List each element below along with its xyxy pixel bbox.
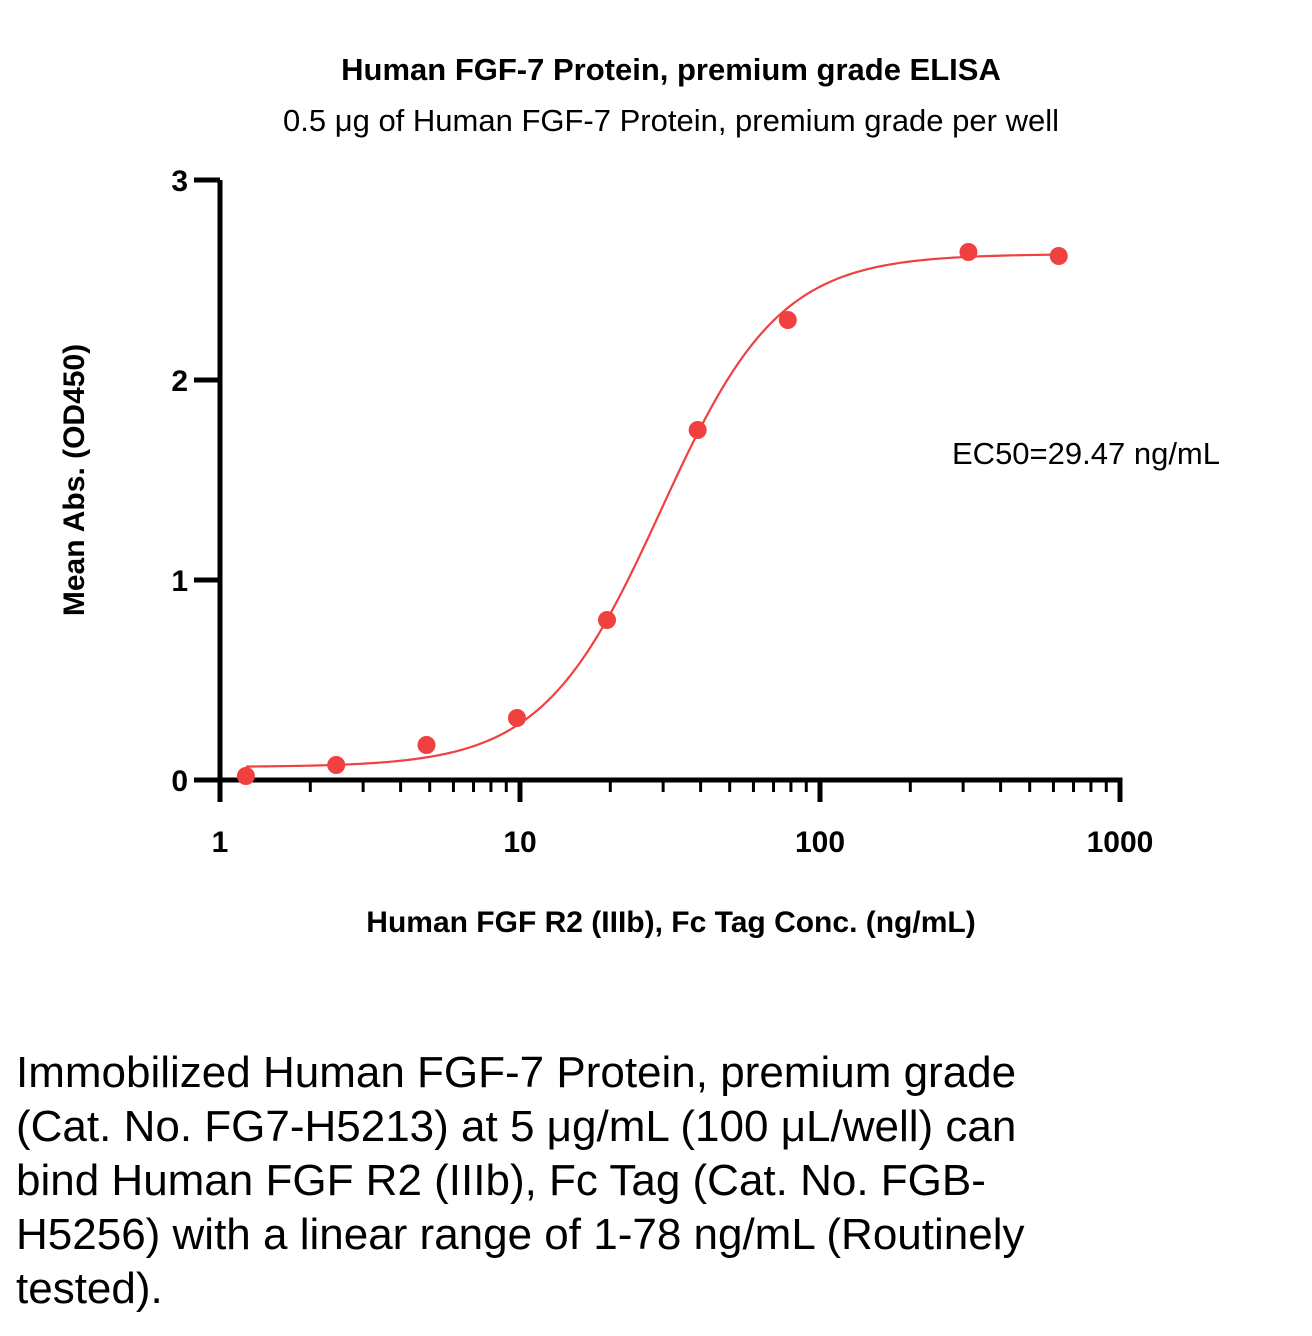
x-axis-label: Human FGF R2 (IIIb), Fc Tag Conc. (ng/mL… (366, 906, 975, 939)
data-point (598, 611, 617, 629)
figure-caption: Immobilized Human FGF-7 Protein, premium… (16, 1048, 1025, 1313)
y-tick-label: 3 (171, 165, 188, 198)
data-point (236, 767, 255, 785)
y-tick-label: 2 (171, 365, 188, 398)
axes (217, 180, 1123, 783)
y-tick-label: 0 (171, 765, 188, 798)
y-tick-label: 1 (171, 565, 188, 598)
chart-subtitle: 0.5 μg of Human FGF-7 Protein, premium g… (283, 103, 1059, 138)
data-point (327, 756, 346, 774)
data-point (1049, 247, 1068, 265)
x-tick-label: 10 (503, 826, 536, 859)
ec50-annotation: EC50=29.47 ng/mL (952, 436, 1220, 471)
x-axis-ticks: 1 10 100 1000 (212, 780, 1154, 859)
x-tick-label: 1 (212, 826, 229, 859)
data-point (688, 421, 707, 439)
x-tick-label: 1000 (1087, 826, 1154, 859)
data-point (778, 311, 797, 329)
data-point (959, 243, 978, 261)
data-point (417, 736, 436, 754)
y-axis-ticks: 0 1 2 3 (171, 165, 220, 798)
x-tick-label: 100 (795, 826, 845, 859)
elisa-chart: Human FGF-7 Protein, premium grade ELISA… (58, 52, 1220, 939)
chart-title: Human FGF-7 Protein, premium grade ELISA (341, 52, 1001, 87)
data-points (236, 243, 1068, 785)
fit-curve (245, 253, 1059, 768)
data-point (507, 709, 526, 727)
y-axis-label: Mean Abs. (OD450) (58, 344, 91, 616)
